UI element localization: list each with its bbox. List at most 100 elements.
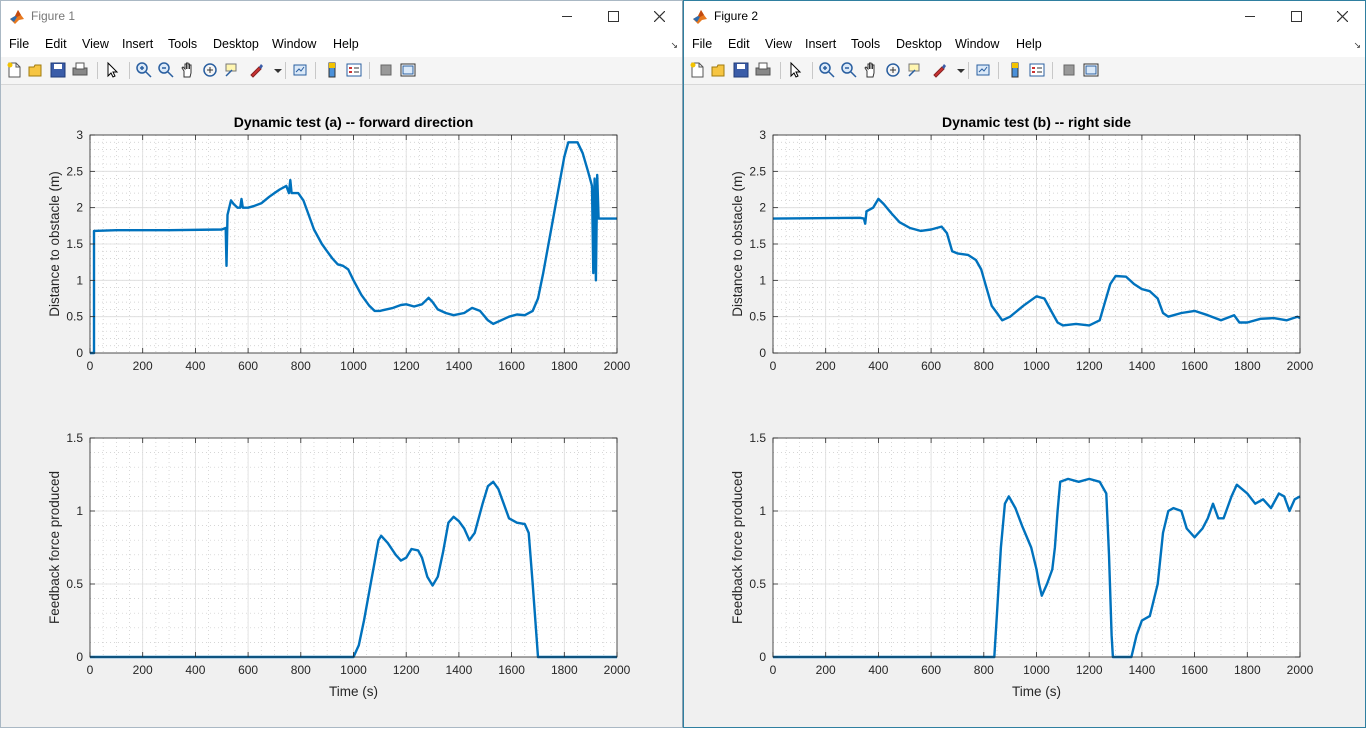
dock-arrow-icon[interactable]: ↘ (670, 40, 678, 50)
x-axis-label: Time (s) (1012, 684, 1061, 699)
close-button[interactable] (636, 1, 682, 32)
x-tick-label: 400 (868, 663, 888, 677)
menu-file[interactable]: File (9, 37, 30, 51)
print-icon[interactable] (71, 61, 89, 79)
new-figure-icon[interactable] (688, 61, 706, 79)
menu-view[interactable]: View (82, 37, 109, 51)
x-tick-label: 1800 (1234, 663, 1261, 677)
minimize-button[interactable] (544, 1, 590, 32)
title-bar[interactable]: Figure 1 (1, 1, 682, 32)
menu-tools[interactable]: Tools (851, 37, 881, 51)
title-bar[interactable]: Figure 2 (684, 1, 1365, 32)
x-tick-label: 0 (87, 663, 94, 677)
toolbar-separator (97, 62, 98, 79)
show-plot-tools-icon[interactable] (1082, 61, 1100, 79)
figure-plots: 0 200 400 600 800 1000 1200 1400 1600 1800 200000.… (47, 114, 631, 699)
menu-help[interactable]: Help (1016, 37, 1042, 51)
pointer-icon[interactable] (786, 61, 804, 79)
figure-plots: 0 200 400 600 800 1000 1200 1400 1600 1800 200000.… (730, 114, 1314, 699)
window-title: Figure 2 (714, 9, 759, 23)
zoom-in-icon[interactable] (135, 61, 153, 79)
close-button[interactable] (1319, 1, 1365, 32)
pan-hand-icon[interactable] (179, 61, 197, 79)
minimize-button[interactable] (1227, 1, 1273, 32)
menu-insert[interactable]: Insert (122, 37, 154, 51)
print-icon[interactable] (754, 61, 772, 79)
toolbar-separator (315, 62, 316, 79)
menu-edit[interactable]: Edit (728, 37, 750, 51)
pan-hand-icon[interactable] (862, 61, 880, 79)
x-tick-label: 1000 (1023, 359, 1050, 373)
plot-title: Dynamic test (a) -- forward direction (234, 114, 474, 130)
x-tick-label: 1200 (1076, 359, 1103, 373)
axes-feedback[interactable]: 0 200 400 600 800 1000 1200 1400 1600 1800 2000 0 0.… (730, 431, 1314, 699)
x-tick-label: 0 (87, 359, 94, 373)
save-icon[interactable] (732, 61, 750, 79)
hide-plot-tools-icon[interactable] (377, 61, 395, 79)
x-tick-label: 200 (816, 663, 836, 677)
legend-icon[interactable] (1028, 61, 1046, 79)
y-tick-label: 2.5 (66, 164, 83, 178)
hide-plot-tools-icon[interactable] (1060, 61, 1078, 79)
y-tick-label: 1.5 (749, 237, 766, 251)
brush-dropdown-icon[interactable] (952, 61, 970, 79)
toolbar-separator (998, 62, 999, 79)
y-tick-label: 0 (76, 650, 83, 664)
menu-insert[interactable]: Insert (805, 37, 837, 51)
x-tick-label: 1000 (340, 359, 367, 373)
axes-feedback[interactable]: 0 200 400 600 800 1000 1200 1400 1600 1800 2000 0 0.… (47, 431, 631, 699)
menu-help[interactable]: Help (333, 37, 359, 51)
open-file-icon[interactable] (27, 61, 45, 79)
data-cursor-icon[interactable] (906, 61, 924, 79)
x-tick-label: 800 (291, 663, 311, 677)
minor-grid (773, 438, 1300, 657)
menu-desktop[interactable]: Desktop (213, 37, 259, 51)
menu-view[interactable]: View (765, 37, 792, 51)
close-icon (653, 11, 665, 22)
show-plot-tools-icon[interactable] (399, 61, 417, 79)
link-plot-icon[interactable] (291, 61, 309, 79)
dock-arrow-icon[interactable]: ↘ (1353, 40, 1361, 50)
menu-window[interactable]: Window (955, 37, 1000, 51)
x-tick-label: 2000 (1287, 663, 1314, 677)
pointer-icon[interactable] (103, 61, 121, 79)
x-tick-label: 600 (921, 663, 941, 677)
x-tick-label: 400 (185, 663, 205, 677)
menu-file[interactable]: File (692, 37, 713, 51)
open-file-icon[interactable] (710, 61, 728, 79)
rotate-3d-icon[interactable] (884, 61, 902, 79)
save-icon[interactable] (49, 61, 67, 79)
x-tick-label: 1200 (393, 663, 420, 677)
zoom-out-icon[interactable] (157, 61, 175, 79)
y-tick-label: 2.5 (749, 164, 766, 178)
matlab-logo-icon (10, 10, 24, 24)
new-figure-icon[interactable] (5, 61, 23, 79)
x-tick-label: 1600 (498, 663, 525, 677)
brush-icon[interactable] (930, 61, 948, 79)
x-tick-label: 200 (133, 359, 153, 373)
menu-window[interactable]: Window (272, 37, 317, 51)
x-tick-label: 1600 (1181, 359, 1208, 373)
axes-distance[interactable]: 0 200 400 600 800 1000 1200 1400 1600 1800 2000 0 0.… (730, 114, 1314, 373)
menu-desktop[interactable]: Desktop (896, 37, 942, 51)
maximize-button[interactable] (1273, 1, 1319, 32)
brush-icon[interactable] (247, 61, 265, 79)
zoom-in-icon[interactable] (818, 61, 836, 79)
menu-edit[interactable]: Edit (45, 37, 67, 51)
data-cursor-icon[interactable] (223, 61, 241, 79)
x-tick-label: 2000 (604, 359, 631, 373)
zoom-out-icon[interactable] (840, 61, 858, 79)
brush-dropdown-icon[interactable] (269, 61, 287, 79)
x-tick-label: 0 (770, 663, 777, 677)
maximize-button[interactable] (590, 1, 636, 32)
figure-window-1: Figure 1 File Edit View Insert Tools Desktop Wi… (0, 0, 683, 728)
menu-tools[interactable]: Tools (168, 37, 198, 51)
legend-icon[interactable] (345, 61, 363, 79)
colorbar-icon[interactable] (323, 61, 341, 79)
rotate-3d-icon[interactable] (201, 61, 219, 79)
link-plot-icon[interactable] (974, 61, 992, 79)
toolbar-separator (285, 62, 286, 79)
colorbar-icon[interactable] (1006, 61, 1024, 79)
axes-distance[interactable]: 0 200 400 600 800 1000 1200 1400 1600 1800 2000 0 0.… (47, 114, 631, 373)
y-axis-label: Distance to obstacle (m) (730, 171, 745, 317)
